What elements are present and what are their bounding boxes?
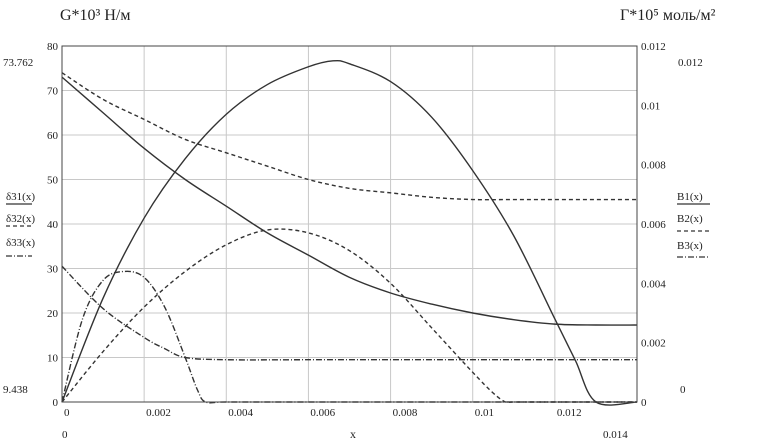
right-marker-top: 0.012 — [678, 57, 703, 69]
y-left-tick-label: 10 — [47, 353, 59, 365]
right-marker-bottom: 0 — [680, 384, 686, 396]
y-right-tick-label: 0.002 — [641, 338, 666, 350]
y-left-tick-label: 70 — [47, 86, 59, 98]
labels: 0 0.002 0.004 0.006 0.008 0.01 0.012 0 10 20 30 40 5… — [47, 41, 666, 419]
y-right-tick-label: 0.006 — [641, 219, 666, 231]
series-line-4 — [61, 59, 638, 406]
left-marker-bottom: 9.438 — [3, 384, 28, 396]
y-left-tick-label: 30 — [47, 264, 59, 276]
y-left-tick-label: 40 — [47, 219, 59, 231]
legend-left-3: δ33(x) — [6, 237, 35, 249]
x-tick-label: 0.008 — [393, 407, 418, 419]
series-line-3 — [61, 265, 637, 361]
title-left: G*10³ Н/м — [60, 7, 130, 24]
x-tick-label: 0.004 — [228, 407, 253, 419]
y-left-tick-label: 20 — [47, 308, 59, 320]
legend-right-3: В3(x) — [677, 240, 703, 252]
x-tick-label: 0.006 — [310, 407, 335, 419]
y-right-tick-label: 0.004 — [641, 278, 666, 290]
y-right-tick-label: 0 — [641, 397, 647, 409]
y-right-tick-label: 0.008 — [641, 160, 666, 172]
y-right-tick-label: 0.012 — [641, 41, 666, 53]
y-left-tick-label: 0 — [53, 397, 59, 409]
y-right-tick-label: 0.01 — [641, 100, 660, 112]
legend-left-2: δ32(x) — [6, 213, 35, 225]
y-left-tick-label: 60 — [47, 130, 59, 142]
x-tick-label: 0.002 — [146, 407, 171, 419]
series-line-6 — [61, 270, 637, 404]
legend-right-1: В1(x) — [677, 191, 703, 203]
x-tick-label: 0.012 — [557, 407, 582, 419]
y-left-tick-label: 80 — [47, 41, 59, 53]
series-line-1 — [61, 76, 638, 326]
series-line-2 — [61, 72, 637, 201]
series-group — [61, 59, 638, 406]
x-range-end-label: 0.014 — [603, 429, 628, 441]
title-right: Г*10⁵ моль/м² — [620, 7, 716, 24]
left-marker-top: 73.762 — [3, 57, 33, 69]
x-tick-label: 0.01 — [475, 407, 494, 419]
x-tick-label: 0 — [64, 407, 70, 419]
x-range-start-label: 0 — [62, 429, 68, 441]
legend-right-2: В2(x) — [677, 213, 703, 225]
y-left-tick-label: 50 — [47, 175, 59, 187]
plot-frame — [61, 45, 638, 403]
x-axis-label: x — [350, 427, 356, 441]
axes — [61, 45, 638, 403]
legend-left-1: δ31(x) — [6, 191, 35, 203]
